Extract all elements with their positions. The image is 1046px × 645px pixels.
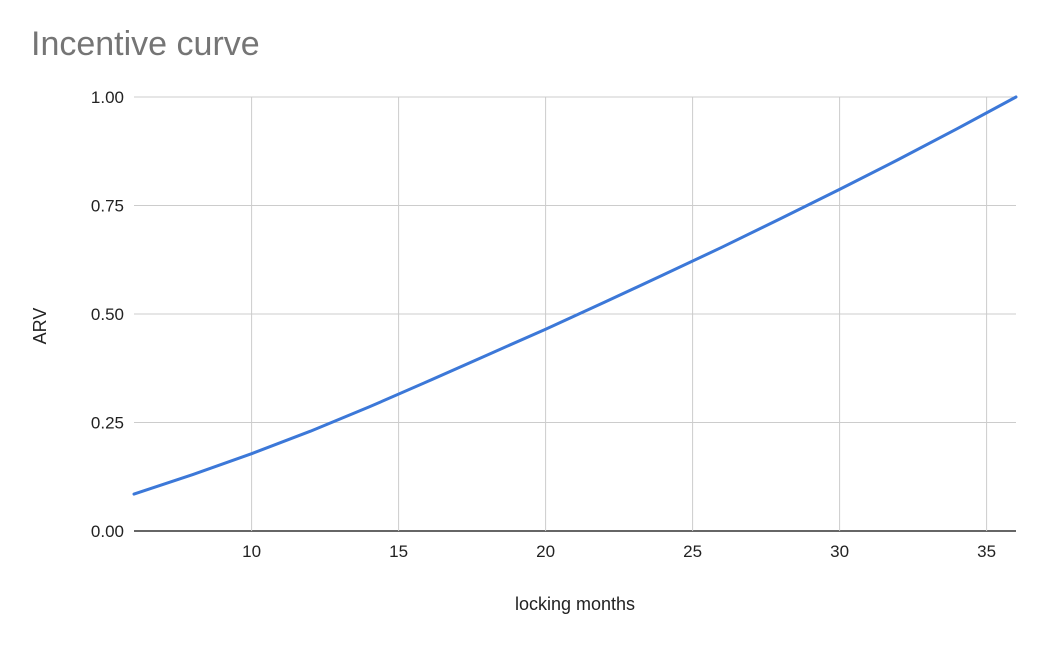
grid-layer bbox=[134, 96, 1016, 532]
x-tick-label: 10 bbox=[242, 542, 261, 561]
x-tick-label: 35 bbox=[977, 542, 996, 561]
y-tick-label: 1.00 bbox=[91, 88, 124, 107]
tick-label-layer: 0.00 0.25 0.50 0.75 1.00 10 15 20 25 30 35 bbox=[91, 88, 996, 561]
series-line bbox=[132, 95, 1018, 496]
x-tick-label: 20 bbox=[536, 542, 555, 561]
y-axis-title: ARV bbox=[30, 308, 50, 345]
x-axis-title: locking months bbox=[515, 594, 635, 614]
y-tick-label: 0.00 bbox=[91, 522, 124, 541]
y-tick-label: 0.75 bbox=[91, 197, 124, 216]
x-tick-label: 15 bbox=[389, 542, 408, 561]
x-tick-label: 30 bbox=[830, 542, 849, 561]
series-layer bbox=[132, 95, 1018, 496]
y-tick-label: 0.50 bbox=[91, 305, 124, 324]
x-tick-label: 25 bbox=[683, 542, 702, 561]
chart-title: Incentive curve bbox=[31, 25, 260, 63]
y-tick-label: 0.25 bbox=[91, 414, 124, 433]
